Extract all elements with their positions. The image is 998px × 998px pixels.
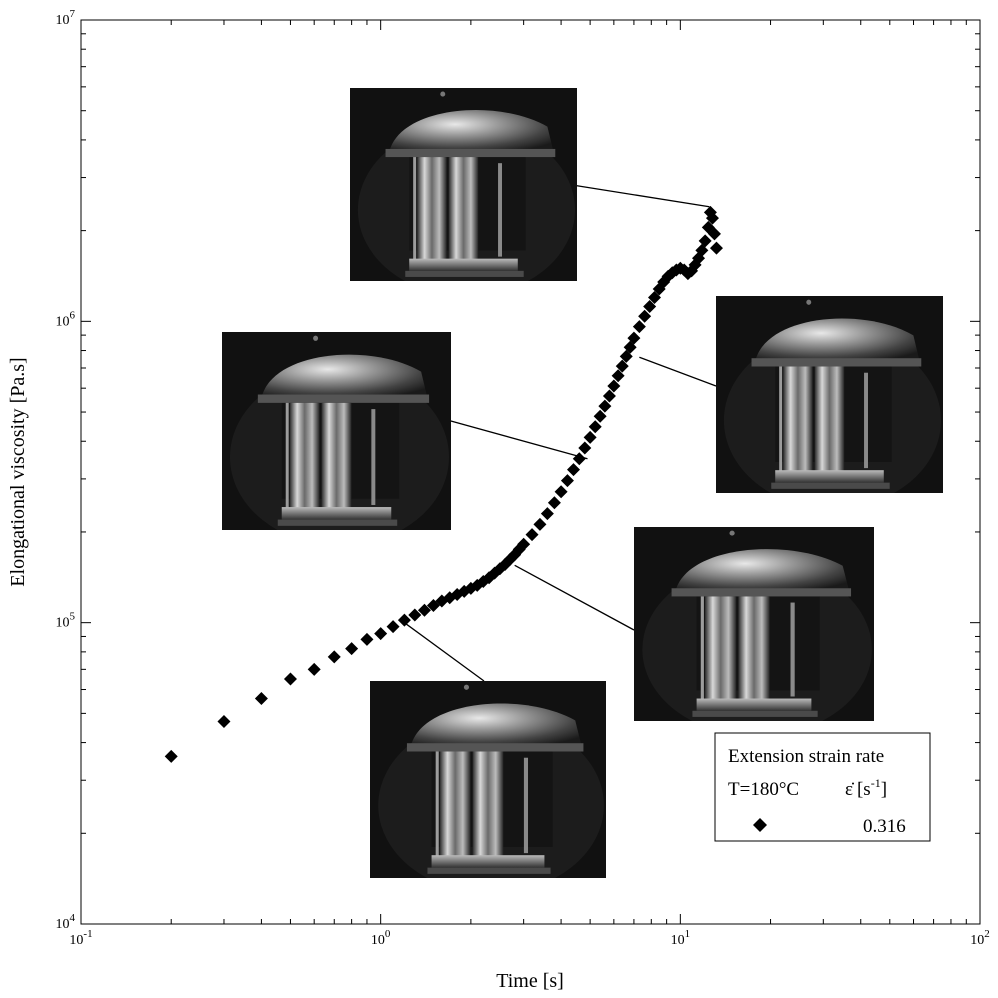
data-point xyxy=(525,528,539,542)
data-point xyxy=(698,234,712,248)
data-point xyxy=(374,627,388,641)
x-tick-label: 101 xyxy=(671,928,691,948)
photo-right-upper-leader xyxy=(639,356,717,387)
data-point xyxy=(632,320,646,334)
data-point xyxy=(327,650,341,664)
data-point xyxy=(611,369,625,383)
data-point xyxy=(417,603,431,617)
legend-col2-header: ε̇ [s-1] xyxy=(845,776,887,800)
data-point xyxy=(707,227,721,241)
data-point xyxy=(598,399,612,413)
photo-right-lower xyxy=(634,527,874,721)
data-point xyxy=(602,389,616,403)
data-point xyxy=(615,359,629,373)
data-point xyxy=(578,441,592,455)
data-point xyxy=(560,474,574,488)
data-series xyxy=(164,205,723,763)
legend-box xyxy=(714,732,931,842)
data-point xyxy=(643,300,657,314)
data-point xyxy=(572,452,586,466)
y-tick-label: 107 xyxy=(56,8,76,28)
x-tick-label: 100 xyxy=(371,928,391,948)
data-point xyxy=(566,463,580,477)
data-point xyxy=(345,642,359,656)
data-point xyxy=(627,331,641,345)
photo-top xyxy=(350,88,577,281)
data-point xyxy=(554,485,568,499)
data-point xyxy=(705,211,719,225)
photo-right-upper xyxy=(716,296,943,493)
y-tick-label: 106 xyxy=(56,309,76,329)
photo-top-leader xyxy=(565,183,710,208)
data-point xyxy=(607,379,621,393)
strain-rate-exponent: -1 xyxy=(871,776,881,790)
data-point xyxy=(623,340,637,354)
y-tick-label: 105 xyxy=(56,611,76,631)
strain-rate-close: ] xyxy=(881,779,887,800)
data-point xyxy=(583,430,597,444)
data-point xyxy=(217,714,231,728)
data-point xyxy=(307,662,321,676)
annotation-leaders xyxy=(404,183,717,682)
photo-left-leader xyxy=(439,417,588,460)
y-tick-label: 104 xyxy=(56,912,76,932)
photo-left xyxy=(222,332,451,530)
data-point xyxy=(547,496,561,510)
legend-marker-diamond xyxy=(753,818,767,832)
data-point xyxy=(386,620,400,634)
strain-rate-unit: [s xyxy=(857,779,871,800)
data-point xyxy=(709,241,723,255)
axis-ticks xyxy=(80,20,980,925)
data-point xyxy=(540,507,554,521)
data-point xyxy=(517,537,531,551)
legend-entry-value: 0.316 xyxy=(863,816,906,837)
data-point xyxy=(533,517,547,531)
photo-right-lower-leader xyxy=(514,564,635,631)
data-point xyxy=(397,613,411,627)
strain-rate-symbol: ε̇ xyxy=(845,779,855,800)
photo-bottom xyxy=(370,681,606,878)
y-axis-title: Elongational viscosity [Pa.s] xyxy=(7,357,29,586)
data-point xyxy=(588,420,602,434)
x-tick-label: 10-1 xyxy=(69,928,92,948)
data-point xyxy=(283,672,297,686)
legend: Extension strain rate T=180°C ε̇ [s-1] 0.… xyxy=(714,732,931,842)
axis-tick-labels: 10-1 100 101 102 104 105 106 107 xyxy=(56,8,990,948)
photo-bottom-leader xyxy=(404,622,485,682)
data-point xyxy=(164,749,178,763)
data-point xyxy=(254,692,268,706)
data-point xyxy=(648,290,662,304)
plot-frame xyxy=(80,19,981,925)
legend-title: Extension strain rate xyxy=(728,746,884,767)
data-point xyxy=(638,309,652,323)
data-point xyxy=(408,608,422,622)
data-point xyxy=(593,409,607,423)
x-axis-title: Time [s] xyxy=(496,970,564,992)
data-point xyxy=(360,632,374,646)
x-tick-label: 102 xyxy=(970,928,990,948)
legend-col1-header: T=180°C xyxy=(728,779,799,800)
